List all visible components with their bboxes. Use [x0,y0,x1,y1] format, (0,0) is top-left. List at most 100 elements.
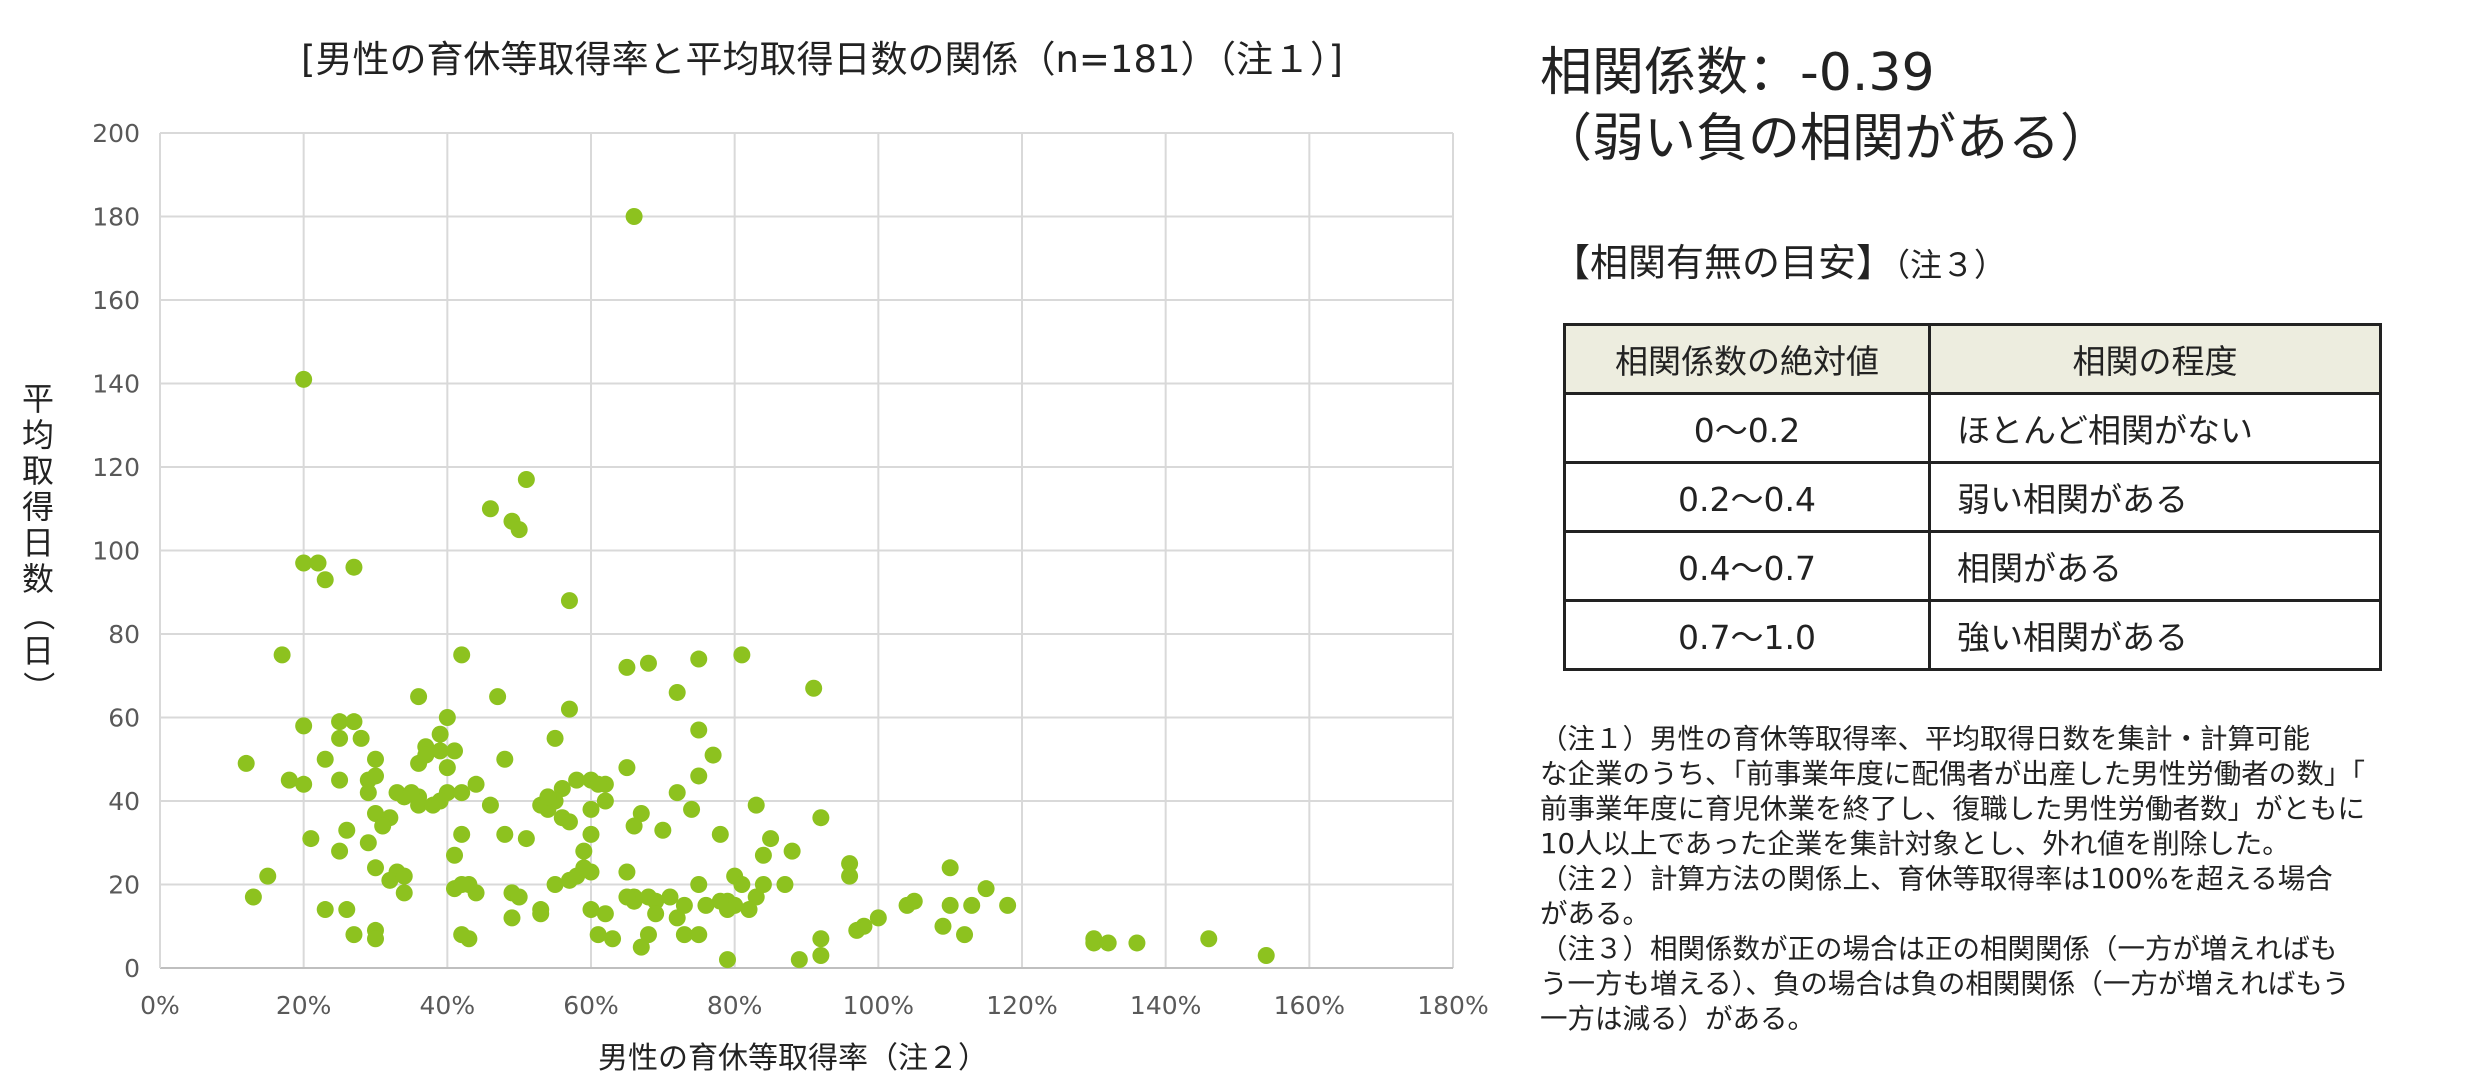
data-point [367,767,384,785]
x-axis-label: 男性の育休等取得率（注２） [598,1041,988,1076]
data-points [237,208,1275,969]
data-point [496,750,514,768]
y-tick-label: 80 [108,620,140,649]
data-point [740,901,758,919]
chart-title: [男性の育休等取得率と平均取得日数の関係（n=181）（注１）] [301,38,1343,81]
data-point [1128,934,1146,952]
x-tick-label: 20% [276,991,332,1020]
data-point [402,784,420,802]
data-point [237,754,255,772]
data-point [690,876,708,893]
data-point [453,784,471,802]
data-point [560,700,578,718]
data-point [316,571,334,589]
data-point [668,683,686,701]
data-point [546,876,564,893]
data-point [869,909,887,927]
data-point [352,729,370,747]
data-point [496,825,514,843]
table-cell-degree: 相関がある [1928,530,2382,602]
data-point [367,750,384,768]
data-point [431,725,449,743]
x-tick-label: 140% [1130,991,1201,1020]
data-point [517,830,535,848]
data-point [1200,930,1218,948]
data-point [381,871,399,889]
data-point [639,654,657,672]
footnote-line: 前事業年度に育児休業を終了し、復職した男性労働者数」がともに [1540,793,2365,825]
data-point [934,917,952,935]
data-point [345,926,363,944]
y-tick-label: 160 [92,286,140,315]
data-point [395,884,413,902]
data-point [453,646,471,664]
y-tick-label: 200 [92,119,140,148]
data-point [575,859,593,877]
footnote-line: （注１）男性の育休等取得率、平均取得日数を集計・計算可能 [1540,723,2310,755]
data-point [963,896,981,914]
data-point [675,896,693,914]
data-point [898,896,916,914]
y-tick-label: 120 [92,453,140,482]
data-point [812,809,830,827]
data-point [1085,934,1103,952]
data-point [575,842,593,860]
y-axis-label-char: ） [19,671,57,703]
data-point [754,876,772,893]
data-point [812,930,830,948]
data-point [711,892,729,910]
table-cell-range: 0.2～0.4 [1563,461,1931,533]
data-point [331,713,349,731]
data-point [690,767,708,785]
data-point [446,742,464,760]
data-point [604,930,622,948]
data-point [345,713,363,731]
table-cell-range: 0～0.2 [1563,392,1931,464]
data-point [295,370,313,388]
data-point [733,876,751,893]
data-point [668,784,686,802]
data-point [762,830,780,848]
x-tick-label: 100% [843,991,914,1020]
data-point [977,880,995,898]
data-point [596,905,614,923]
data-point [1257,946,1275,964]
y-axis-label-char: 取 [22,452,54,490]
guide-title-note: （注３） [1894,246,2007,284]
data-point [553,779,571,797]
x-tick-label: 120% [986,991,1057,1020]
y-tick-label: 20 [108,871,140,900]
footnote-line: 10人以上であった企業を集計対象とし、外れ値を削除した。 [1540,828,2290,860]
data-point [546,729,564,747]
y-axis-label-char: （ [19,599,57,631]
table-row: 0～0.2 ほとんど相関がない [1563,392,2382,464]
data-point [704,746,722,764]
data-point [338,821,356,839]
data-point [668,909,686,927]
data-point [754,846,772,864]
y-axis-label-char: 均 [22,416,54,454]
table-cell-range: 0.7～1.0 [1563,599,1931,671]
data-point [367,805,384,823]
data-point [582,901,600,919]
data-point [410,688,428,706]
data-point [359,784,377,802]
correlation-summary: 相関係数：-0.39 （弱い負の相関がある） [1540,40,2470,172]
table-cell-degree: 強い相関がある [1928,599,2382,671]
data-point [596,792,614,810]
y-axis-label-char: 得 [22,488,54,526]
y-tick-label: 40 [108,787,140,816]
data-point [675,926,693,944]
correlation-description: （弱い負の相関がある） [1540,109,2113,169]
y-axis-label: 平均取得日数（日） [19,380,57,703]
data-point [582,825,600,843]
data-point [374,817,392,835]
y-axis-label-char: 数 [22,560,54,598]
table-cell-range: 0.4～0.7 [1563,530,1931,602]
data-point [661,888,679,906]
data-point [438,709,456,726]
data-point [560,592,578,610]
data-point [410,796,428,814]
table-row: 0.4～0.7 相関がある [1563,530,2382,602]
data-point [647,892,665,910]
